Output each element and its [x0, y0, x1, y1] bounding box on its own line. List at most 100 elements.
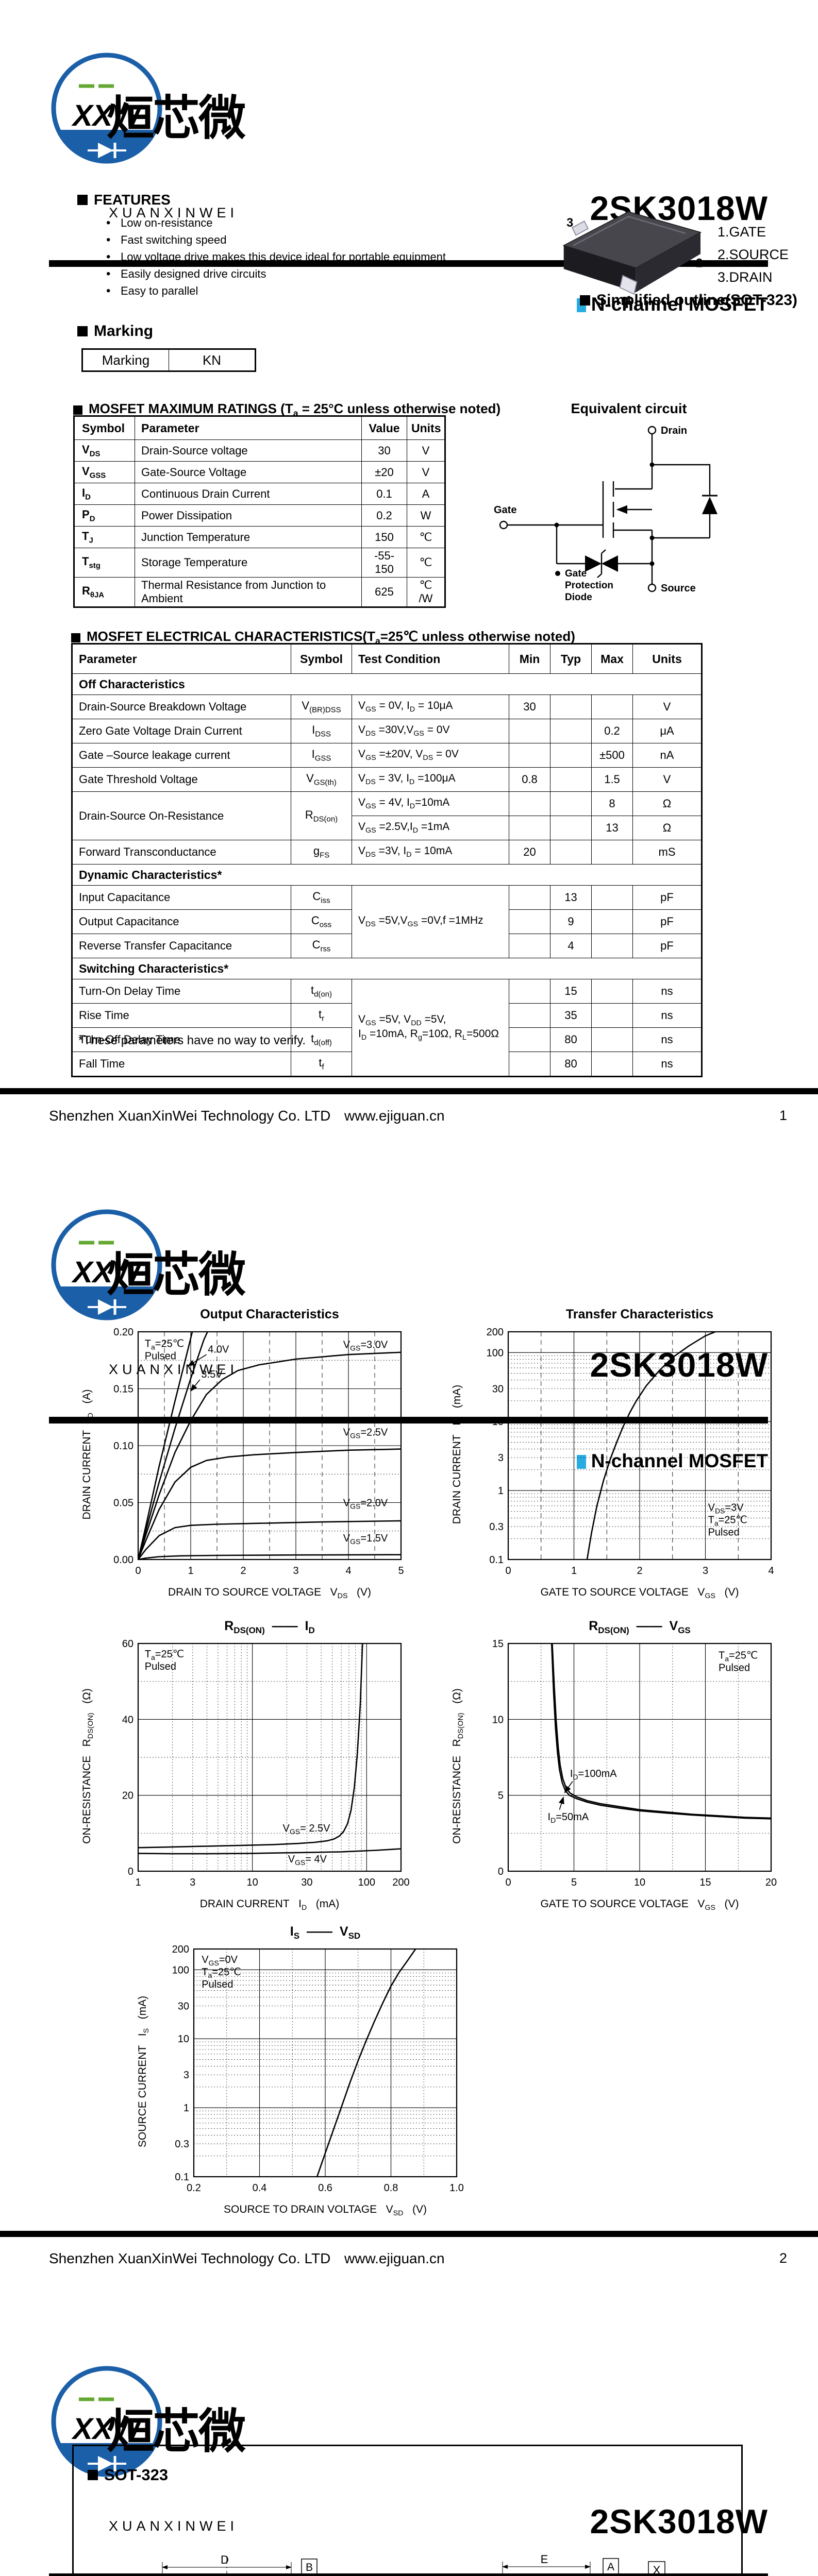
- svg-text:XXW: XXW: [71, 2412, 143, 2446]
- svg-label: 0.8: [384, 2182, 398, 2194]
- svg-text:Gate: Gate: [565, 568, 587, 579]
- svg-label: 10: [492, 1416, 504, 1428]
- footer-site: www.ejiguan.cn: [344, 2250, 445, 2266]
- marking-table: Marking KN: [81, 348, 256, 372]
- outline-caption: Simplified outline(SOT-323): [580, 292, 797, 309]
- part-number: 2SK3018W: [590, 1346, 768, 1384]
- x-axis-label: GATE TO SOURCE VOLTAGE VGS (V): [540, 1586, 739, 1601]
- chart-series-group: [138, 1643, 401, 1855]
- chart-series: [138, 1351, 401, 1560]
- table-row: Turn-Off Delay Time td(off) 80 ns: [72, 1027, 702, 1052]
- pin-1: [619, 275, 638, 295]
- svg-label: 200: [392, 1877, 409, 1888]
- table-row: Turn-On Delay Time td(on) VGS =5V, VDD =5V…: [72, 979, 702, 1077]
- svg-label: 1.0: [449, 2182, 464, 2194]
- svg-label: Ta=25℃ Pulsed: [145, 1338, 184, 1362]
- svg-label: 3: [190, 1877, 195, 1888]
- svg-label: 10: [178, 2033, 189, 2045]
- annotation-arrow: [564, 1781, 573, 1793]
- table-row: TJ Junction Temperature 150 ℃: [74, 526, 445, 548]
- footer-site: www.ejiguan.cn: [344, 1108, 445, 1124]
- svg-label: 3: [703, 1565, 708, 1577]
- x-axis-label: GATE TO SOURCE VOLTAGE VGS (V): [540, 1898, 739, 1912]
- chart-is-vs-vsd: IS —— VSD SOURCE CURRENT IS (mA) 0.2 0.4 0…: [137, 1924, 478, 2221]
- brand-logo: XXW 烜芯微 XUANXINWEI: [49, 2361, 286, 2546]
- table-row: Marking KN: [82, 349, 256, 371]
- features-section: FEATURES • Low on-resistance • Fast switchi…: [77, 192, 446, 299]
- chart-series: [138, 1848, 401, 1855]
- blue-square-icon: [576, 1455, 586, 1469]
- bullet-icon: •: [106, 284, 111, 298]
- table-row: PD Power Dissipation 0.2 W: [74, 504, 445, 527]
- table-row: Tstg Storage Temperature -55-150 ℃: [74, 548, 445, 578]
- logo-icon: XXW: [51, 53, 162, 164]
- black-square-icon: [77, 195, 88, 205]
- svg-text:XXW: XXW: [71, 1256, 143, 1289]
- brand-logo: XXW 烜芯微 XUANXINWEI: [49, 47, 286, 233]
- chart-title: RDS(ON) —— VGS: [589, 1619, 691, 1635]
- package-front-view: E A X ≡ v Ⓜ A HE: [502, 2553, 665, 2576]
- svg-label: 30: [492, 1383, 504, 1395]
- svg-label: VGS=3.0V: [343, 1339, 388, 1352]
- svg-label: 0: [128, 1866, 133, 1877]
- chart-series-group: [316, 1949, 416, 2177]
- bullet-icon: •: [106, 233, 111, 247]
- chart-title: Output Characteristics: [200, 1307, 339, 1321]
- package-drawing-box: [72, 2445, 743, 2576]
- y-axis-label: ON-RESISTANCE RDS(ON) (Ω): [81, 1688, 95, 1844]
- equivalent-circuit: Drain Gate Source Gate Protection Diode: [494, 425, 717, 603]
- svg-label: 0: [135, 1565, 141, 1577]
- marking-label: Marking: [82, 349, 169, 371]
- svg-label: 0.20: [113, 1327, 133, 1338]
- chart-title: Transfer Characteristics: [565, 1307, 714, 1321]
- chart-series: [316, 1949, 416, 2177]
- chart-rdson-vs-vgs: RDS(ON) —— VGS ON-RESISTANCE RDS(ON) (Ω)…: [451, 1619, 793, 1915]
- black-square-icon: [88, 2470, 98, 2480]
- svg-label: VGS=2.0V: [343, 1498, 388, 1511]
- chart-series-group: [550, 1643, 771, 1820]
- logo-roman: XUANXINWEI: [109, 1362, 239, 1377]
- bullet-icon: •: [106, 250, 111, 264]
- svg-label: 1: [135, 1877, 141, 1888]
- table-row: Rise Time tr 35 ns: [72, 1003, 702, 1028]
- svg-label: 200: [172, 1944, 189, 1955]
- chart-series: [552, 1643, 771, 1819]
- table-row: Fall Time tf 80 ns: [72, 1052, 702, 1077]
- table-row: Gate –Source leakage current IGSS VGS =±20…: [72, 743, 702, 768]
- chart-transfer-characteristics: Transfer Characteristics DRAIN CURRENT I…: [451, 1307, 793, 1603]
- svg-label: 1: [498, 1485, 504, 1497]
- diode-icon: [98, 143, 113, 158]
- datasheet-page-2: XXW 烜芯微 XUANXINWEI 2SK3018W N-channel MO…: [0, 1157, 818, 2313]
- svg-label: 10: [247, 1877, 258, 1888]
- marking-code: KN: [169, 349, 256, 371]
- page-footer: Shenzhen XuanXinWei Technology Co. LTD w…: [0, 2231, 818, 2273]
- part-number: 2SK3018W: [590, 2502, 768, 2540]
- annotation-arrow: [187, 1354, 207, 1367]
- svg-label: 3: [293, 1565, 298, 1577]
- svg-label: VGS=2.5V: [343, 1427, 388, 1440]
- svg-label: 10: [634, 1877, 645, 1888]
- logo-roman: XUANXINWEI: [109, 205, 239, 221]
- features-title: FEATURES: [94, 192, 171, 208]
- footnote: *These parameters have no way to verify.: [78, 1033, 306, 1047]
- svg-label: 30: [178, 2001, 189, 2012]
- table-header-row: Parameter Symbol Test Condition Min Typ Max Un…: [72, 643, 702, 674]
- sot323-section-title: SOT-323: [88, 2466, 168, 2484]
- pin3-number: 3: [566, 216, 573, 230]
- footer-rule: [0, 1088, 818, 1094]
- black-square-icon: [77, 326, 88, 336]
- black-square-icon: [580, 295, 590, 306]
- svg-label: 0.10: [113, 1440, 133, 1452]
- svg-text:Diode: Diode: [565, 592, 592, 603]
- chart-output-characteristics: Output Characteristics DRAIN CURRENT ID …: [81, 1307, 423, 1603]
- x-axis-label: DRAIN TO SOURCE VOLTAGE VDS (V): [168, 1586, 371, 1601]
- svg-label: 40: [122, 1714, 133, 1725]
- svg-label: 3: [498, 1452, 504, 1464]
- y-axis-label: DRAIN CURRENT ID (A): [81, 1389, 95, 1520]
- dim-E: E: [541, 2553, 548, 2566]
- logo-icon: XXW: [51, 1209, 162, 1320]
- svg-label: 0: [505, 1565, 511, 1577]
- svg-label: 1: [571, 1565, 577, 1577]
- package-3d-figure: 3 2 1: [562, 211, 703, 304]
- page-number: 1: [779, 1108, 788, 1123]
